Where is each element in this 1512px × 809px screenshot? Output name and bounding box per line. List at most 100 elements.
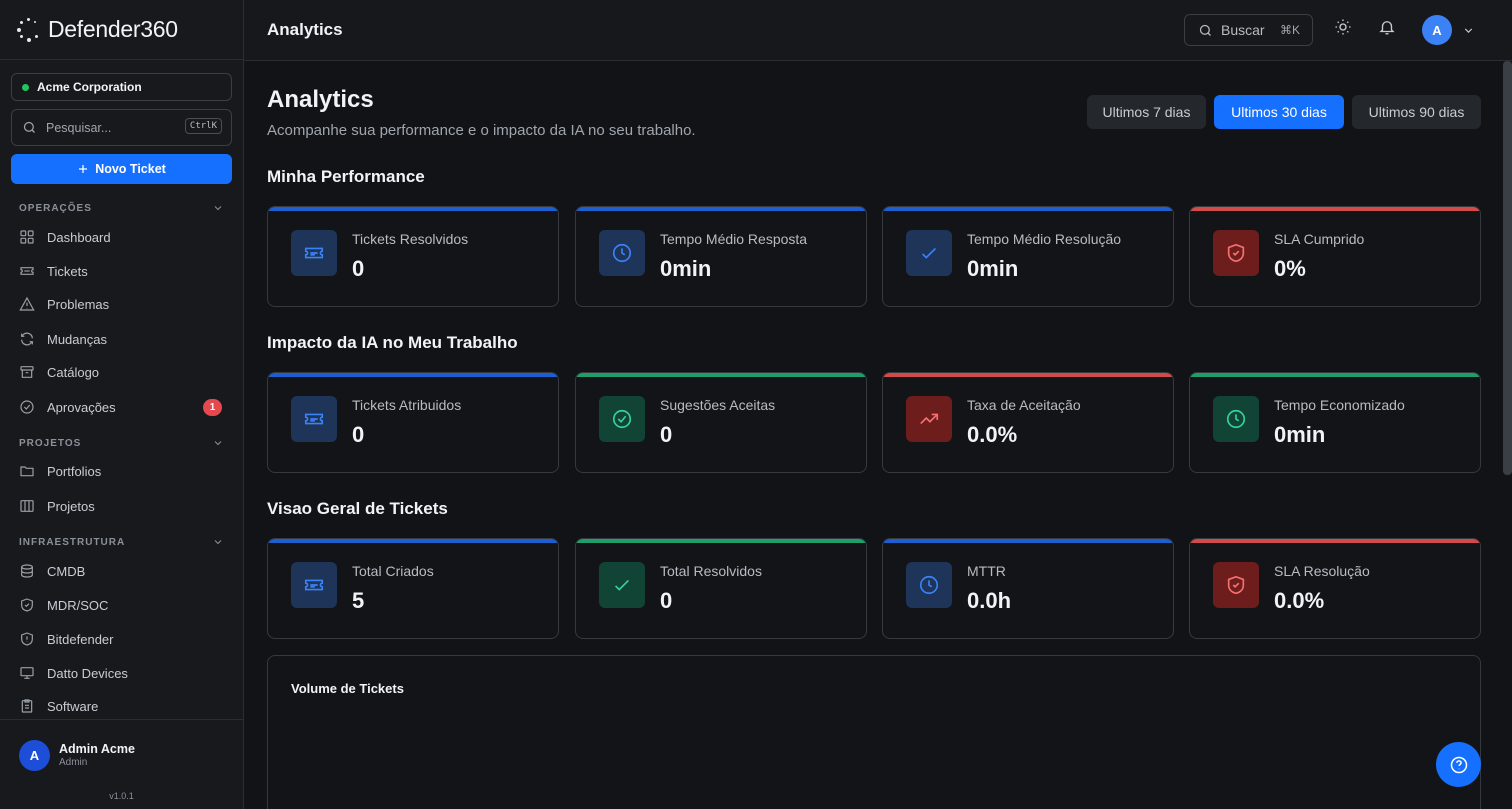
sidebar-item-label: Mudanças bbox=[47, 331, 107, 347]
sidebar-search-input[interactable]: Pesquisar... CtrlK bbox=[11, 109, 232, 146]
stat-value: 0min bbox=[967, 256, 1019, 281]
ticket-volume-chart: Volume de Tickets bbox=[267, 655, 1481, 809]
archive-icon bbox=[20, 366, 34, 378]
plus-icon bbox=[79, 165, 88, 173]
stat-card: SLA Cumprido 0% bbox=[1189, 206, 1481, 307]
user-role: Admin bbox=[59, 757, 88, 768]
stat-value: 0 bbox=[352, 256, 365, 281]
sidebar-item-catalogo[interactable]: Catálogo bbox=[19, 359, 224, 385]
stat-label: Tickets Resolvidos bbox=[352, 231, 469, 247]
logo-icon bbox=[16, 17, 40, 42]
stat-card: Total Criados 5 bbox=[267, 538, 559, 639]
sidebar-item-aprovacoes[interactable]: Aprovações 1 bbox=[19, 394, 224, 420]
clock-icon bbox=[1226, 409, 1246, 429]
stat-label: Tempo Médio Resolução bbox=[967, 231, 1122, 247]
main-content: Analytics Buscar ⌘K A Analytics Acompanh… bbox=[244, 0, 1512, 809]
sidebar-item-software[interactable]: Software bbox=[19, 693, 224, 719]
topbar: Analytics bbox=[244, 0, 1512, 61]
sidebar-item-projetos[interactable]: Projetos bbox=[19, 493, 224, 519]
user-avatar[interactable]: A bbox=[19, 740, 50, 771]
sidebar-item-cmdb[interactable]: CMDB bbox=[19, 558, 224, 584]
search-icon bbox=[23, 121, 35, 133]
section-title: OPERAÇÕES bbox=[19, 202, 92, 214]
sidebar-item-mudancas[interactable]: Mudanças bbox=[19, 326, 224, 352]
page-subtitle: Acompanhe sua performance e o impacto da… bbox=[267, 122, 696, 139]
help-button[interactable] bbox=[1436, 742, 1481, 787]
approvals-count-badge: 1 bbox=[203, 398, 222, 416]
sidebar-item-label: Tickets bbox=[47, 263, 88, 279]
sidebar-item-label: Dashboard bbox=[47, 229, 111, 245]
search-icon bbox=[1199, 24, 1211, 36]
stat-value: 5 bbox=[352, 588, 365, 613]
clipboard-icon bbox=[21, 699, 33, 713]
new-ticket-label: Novo Ticket bbox=[95, 162, 166, 176]
sidebar-item-label: Problemas bbox=[47, 296, 110, 312]
sidebar-item-dashboard[interactable]: Dashboard bbox=[19, 224, 224, 250]
stat-card: Sugestões Aceitas 0 bbox=[575, 372, 867, 473]
user-panel[interactable]: A Admin Acme Admin v1.0.1 bbox=[0, 719, 243, 809]
stat-card: Tickets Atribuidos 0 bbox=[267, 372, 559, 473]
section-minha-performance: Minha Performance bbox=[267, 167, 425, 186]
sidebar-item-label: Aprovações bbox=[47, 399, 116, 415]
stat-card: MTTR 0.0h bbox=[882, 538, 1174, 639]
new-ticket-button[interactable]: Novo Ticket bbox=[11, 154, 232, 184]
global-search-label: Buscar bbox=[1221, 22, 1265, 38]
dashboard-icon bbox=[20, 230, 34, 244]
stat-value: 0.0h bbox=[967, 588, 1012, 613]
section-operacoes-header[interactable]: OPERAÇÕES bbox=[19, 202, 224, 214]
org-name: Acme Corporation bbox=[37, 80, 142, 94]
stat-label: SLA Cumprido bbox=[1274, 231, 1365, 247]
chevron-down-icon bbox=[214, 206, 222, 211]
search-shortcut: CtrlK bbox=[184, 118, 222, 134]
clock-icon bbox=[919, 575, 939, 595]
section-visao-geral: Visao Geral de Tickets bbox=[267, 499, 448, 518]
sidebar-item-tickets[interactable]: Tickets bbox=[19, 258, 224, 284]
check-icon bbox=[921, 247, 937, 259]
stat-label: Tempo Economizado bbox=[1274, 397, 1405, 413]
warning-icon bbox=[19, 296, 35, 311]
range-30-days-button[interactable]: Ultimos 30 dias bbox=[1214, 95, 1344, 129]
sidebar-item-label: Bitdefender bbox=[47, 631, 114, 647]
chevron-down-icon[interactable] bbox=[1462, 24, 1475, 37]
stat-value: 0.0% bbox=[967, 422, 1018, 447]
stat-card: SLA Resolução 0.0% bbox=[1189, 538, 1481, 639]
check-circle-icon bbox=[612, 409, 632, 429]
sidebar-item-problemas[interactable]: Problemas bbox=[19, 291, 224, 317]
section-projetos-header[interactable]: PROJETOS bbox=[19, 437, 224, 449]
chevron-down-icon bbox=[214, 441, 222, 446]
stat-label: MTTR bbox=[967, 563, 1006, 579]
sidebar-item-datto-devices[interactable]: Datto Devices bbox=[19, 660, 224, 686]
sidebar-item-bitdefender[interactable]: Bitdefender bbox=[19, 626, 224, 652]
stat-value: 0min bbox=[1274, 422, 1326, 447]
shield-icon bbox=[21, 632, 33, 646]
stat-card: Taxa de Aceitação 0.0% bbox=[882, 372, 1174, 473]
profile-avatar[interactable]: A bbox=[1422, 15, 1452, 45]
sidebar: Defender360 Acme Corporation Pesquisar..… bbox=[0, 0, 244, 809]
global-search-button[interactable]: Buscar ⌘K bbox=[1184, 14, 1313, 46]
refresh-icon bbox=[21, 332, 33, 346]
stat-value: 0% bbox=[1274, 256, 1306, 281]
brand-logo[interactable]: Defender360 bbox=[0, 0, 243, 60]
shield-check-icon bbox=[21, 598, 33, 612]
sun-icon[interactable] bbox=[1334, 18, 1352, 36]
range-90-days-button[interactable]: Ultimos 90 dias bbox=[1352, 95, 1481, 129]
page-scrollbar[interactable] bbox=[1503, 61, 1512, 475]
monitor-icon bbox=[20, 667, 34, 679]
sidebar-item-label: Portfolios bbox=[47, 463, 102, 479]
shield-check-icon bbox=[1227, 575, 1245, 595]
stat-label: Tickets Atribuidos bbox=[352, 397, 462, 413]
stat-label: Total Resolvidos bbox=[660, 563, 762, 579]
trending-up-icon bbox=[920, 413, 939, 425]
app-version: v1.0.1 bbox=[109, 791, 134, 801]
stat-card: Tickets Resolvidos 0 bbox=[267, 206, 559, 307]
sidebar-item-mdr-soc[interactable]: MDR/SOC bbox=[19, 592, 224, 618]
section-infraestrutura-header[interactable]: INFRAESTRUTURA bbox=[19, 536, 224, 548]
sidebar-item-portfolios[interactable]: Portfolios bbox=[19, 458, 224, 484]
range-7-days-button[interactable]: Ultimos 7 dias bbox=[1087, 95, 1206, 129]
stat-value: 0.0% bbox=[1274, 588, 1325, 613]
bell-icon[interactable] bbox=[1378, 18, 1396, 36]
sidebar-item-label: Catálogo bbox=[47, 364, 100, 380]
brand-name: Defender360 bbox=[48, 16, 178, 42]
org-selector[interactable]: Acme Corporation bbox=[11, 73, 232, 101]
stat-card: Total Resolvidos 0 bbox=[575, 538, 867, 639]
